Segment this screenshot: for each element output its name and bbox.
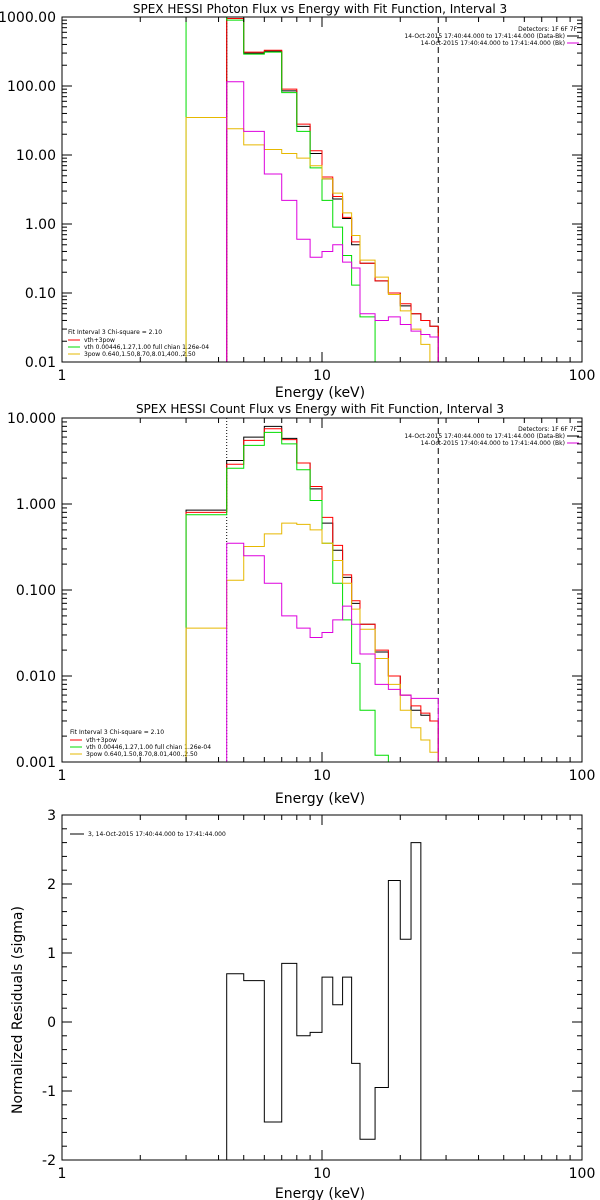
x-tick-label: 10	[313, 1166, 331, 1182]
y-tick-label: -1	[42, 1084, 56, 1100]
x-axis-label: Energy (keV)	[275, 791, 365, 807]
y-tick-label: -2	[42, 1153, 56, 1169]
info-block: Detectors: 1F 6F 7F 14-Oct-2015 17:40:44…	[404, 26, 579, 47]
y-tick-labels: 10.000 1.000 0.100 0.010 0.001	[7, 411, 56, 771]
bk-interval-text: 14-Oct-2015 17:40:44.000 to 17:41:44.000…	[421, 40, 565, 47]
x-axis-label: Energy (keV)	[275, 385, 365, 401]
fit-info-3pow: 3pow 0.640,1.50,8.70,8.01,400.,2.50	[86, 751, 198, 758]
x-tick-label: 10	[313, 768, 331, 784]
series-group	[226, 842, 422, 1160]
fit-info-vth: vth 0.00446,1.27,1.00 full chian 1.26e-0…	[84, 344, 209, 351]
y-tick-label: 0.010	[16, 669, 56, 685]
y-tick-label: 0.10	[25, 286, 56, 302]
info-block: Detectors: 1F 6F 7F 14-Oct-2015 17:40:44…	[404, 426, 579, 447]
y-tick-label: 0.001	[16, 755, 56, 771]
detectors-text: Detectors: 1F 6F 7F	[518, 26, 577, 33]
y-tick-labels: 1000.00 100.00 10.00 1.00 0.10 0.01	[0, 10, 56, 371]
fit-info-3pow: 3pow 0.640,1.50,8.70,8.01,400.,2.50	[84, 351, 196, 358]
y-tick-label: 10.00	[16, 148, 56, 164]
fit-info-header: Fit Interval 3 Chi-square = 2.10	[70, 729, 164, 736]
y-tick-label: 0.01	[25, 355, 56, 371]
detectors-text: Detectors: 1F 6F 7F	[518, 426, 577, 433]
y-tick-label: 0.100	[16, 583, 56, 599]
y-tick-label: 0	[47, 1015, 56, 1031]
series-line	[185, 428, 439, 762]
series-line	[185, 431, 389, 762]
chart-title: SPEX HESSI Count Flux vs Energy with Fit…	[136, 402, 504, 416]
series-line	[185, 425, 439, 762]
x-tick-labels: 1 10 100	[58, 768, 596, 784]
x-tick-labels: 1 10 100	[58, 1166, 596, 1182]
series-line	[226, 18, 439, 362]
y-tick-label: 1000.00	[0, 10, 56, 26]
x-axis-label: Energy (keV)	[275, 1186, 365, 1200]
data-interval-text: 14-Oct-2015 17:40:44.000 to 17:41:44.000…	[404, 33, 565, 40]
y-tick-labels: 3 2 1 0 -1 -2	[42, 808, 56, 1169]
x-tick-label: 100	[569, 1166, 596, 1182]
x-tick-label: 1	[58, 1166, 67, 1182]
series-line	[226, 81, 439, 362]
bk-interval-text: 14-Oct-2015 17:40:44.000 to 17:41:44.000…	[421, 440, 565, 447]
count-flux-panel: SPEX HESSI Count Flux vs Energy with Fit…	[7, 402, 595, 807]
data-interval-text: 14-Oct-2015 17:40:44.000 to 17:41:44.000…	[404, 433, 565, 440]
series-line	[185, 116, 439, 362]
y-tick-label: 1	[47, 946, 56, 962]
series-line	[226, 842, 422, 1160]
fit-info-total: vth+3pow	[86, 737, 117, 744]
legend-label: 3, 14-Oct-2015 17:40:44.000 to 17:41:44.…	[88, 831, 226, 838]
x-tick-labels: 1 10 100	[58, 368, 596, 384]
y-tick-label: 1.000	[16, 497, 56, 513]
fit-info-vth: vth 0.00446,1.27,1.00 full chian 1.26e-0…	[86, 744, 211, 751]
x-tick-label: 1	[58, 368, 67, 384]
y-tick-label: 100.00	[7, 79, 56, 95]
chart-title: SPEX HESSI Photon Flux vs Energy with Fi…	[133, 2, 507, 16]
y-tick-label: 3	[47, 808, 56, 824]
fit-info-total: vth+3pow	[84, 337, 115, 344]
x-tick-label: 100	[569, 368, 596, 384]
fit-info: Fit Interval 3 Chi-square = 2.10 vth+3po…	[68, 329, 209, 358]
x-tick-label: 10	[313, 368, 331, 384]
x-tick-label: 100	[569, 768, 596, 784]
plot-frame	[61, 417, 583, 763]
y-tick-label: 10.000	[7, 411, 56, 427]
series-group	[185, 17, 439, 362]
y-tick-label: 1.00	[25, 217, 56, 233]
photon-flux-panel: SPEX HESSI Photon Flux vs Energy with Fi…	[0, 2, 595, 401]
x-tick-label: 1	[58, 768, 67, 784]
legend: 3, 14-Oct-2015 17:40:44.000 to 17:41:44.…	[70, 831, 226, 838]
residuals-panel: 1 10 100 3 2 1 0 -1 -2 Energy (keV) Norm…	[10, 808, 595, 1200]
fit-info: Fit Interval 3 Chi-square = 2.10 vth+3po…	[70, 729, 211, 758]
series-line	[185, 522, 439, 762]
series-line	[185, 17, 389, 362]
fit-info-header: Fit Interval 3 Chi-square = 2.10	[68, 329, 162, 336]
series-line	[226, 542, 439, 762]
y-axis-label: Normalized Residuals (sigma)	[10, 906, 26, 1114]
y-tick-label: 2	[47, 877, 56, 893]
series-group	[185, 425, 439, 762]
